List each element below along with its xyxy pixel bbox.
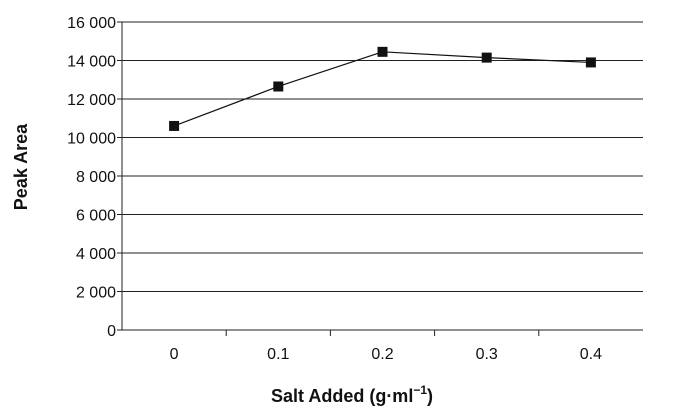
y-tick-label: 16 000 xyxy=(67,15,116,32)
y-tick-label: 6 000 xyxy=(76,208,116,225)
y-tick-label: 0 xyxy=(107,323,116,340)
series-line xyxy=(173,51,591,127)
x-axis-title-main: Salt Added (g·ml xyxy=(271,386,413,406)
y-tick-labels: 0 2 000 4 000 6 000 8 000 10 000 12 000 14 000 1… xyxy=(67,15,116,340)
x-tick-label: 0.4 xyxy=(580,346,602,363)
y-tick-label: 12 000 xyxy=(67,92,116,109)
x-tick-label: 0.1 xyxy=(267,346,289,363)
data-point-marker xyxy=(169,120,180,131)
y-tick-label: 14 000 xyxy=(67,54,116,71)
x-axis-title: Salt Added (g·ml−1) xyxy=(271,383,433,406)
data-point-marker xyxy=(273,81,284,92)
series-group xyxy=(169,46,596,131)
y-tick-label: 10 000 xyxy=(67,131,116,148)
x-tick-label: 0.2 xyxy=(371,346,393,363)
y-tick-label: 8 000 xyxy=(76,169,116,186)
x-tick-label: 0 xyxy=(170,346,179,363)
y-tick-label: 4 000 xyxy=(76,246,116,263)
y-tick-label: 2 000 xyxy=(76,285,116,302)
x-axis-title-suffix: ) xyxy=(427,386,433,406)
gridlines xyxy=(122,21,643,292)
data-point-marker xyxy=(585,57,596,68)
x-tick-label: 0.3 xyxy=(476,346,498,363)
x-axis-title-superscript: −1 xyxy=(413,383,427,397)
axes xyxy=(117,21,643,336)
x-tick-labels: 0 0.1 0.2 0.3 0.4 xyxy=(170,346,602,363)
data-point-marker xyxy=(377,46,388,57)
data-point-marker xyxy=(481,52,492,63)
y-axis-title: Peak Area xyxy=(11,123,31,210)
